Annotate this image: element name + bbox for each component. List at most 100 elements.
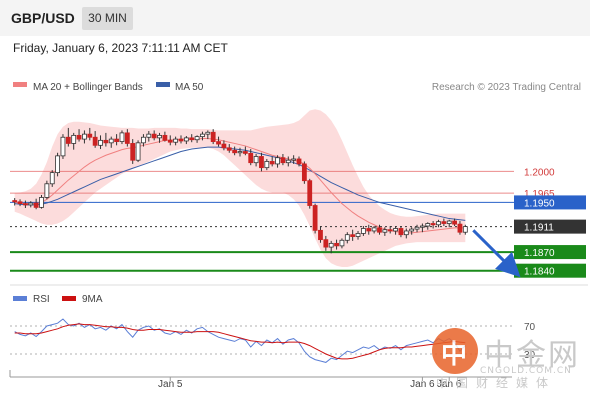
candle (141, 134, 146, 147)
candle (55, 152, 60, 177)
currency-pair-title: GBP/USD (11, 10, 75, 26)
watermark-name: 中金网 (484, 338, 580, 373)
level-box-1.1870 (514, 245, 586, 260)
ma50-legend-label: MA 50 (175, 82, 204, 93)
candle (98, 135, 103, 150)
header-bar: GBP/USD 30 MIN (0, 0, 590, 36)
forecast-arrow (472, 229, 521, 278)
candle (173, 136, 179, 146)
candle (398, 226, 404, 238)
candle (23, 200, 28, 208)
candle (259, 152, 264, 172)
ma20-legend-label: MA 20 + Bollinger Bands (33, 82, 143, 93)
candle (87, 127, 93, 141)
candle (221, 140, 227, 151)
watermark-logo: 中 中金网 CNGOLD.COM.CN 中国财经媒体 (432, 328, 582, 390)
candle (371, 226, 377, 234)
candle (205, 130, 211, 140)
candle (216, 136, 221, 147)
candle (328, 240, 334, 254)
candle (44, 180, 50, 200)
candle (232, 146, 238, 156)
candle (178, 135, 184, 144)
chart-timestamp: Friday, January 6, 2023 7:11:11 AM CET (13, 41, 228, 55)
candle (253, 154, 259, 167)
candle (167, 135, 173, 146)
candle (296, 156, 302, 167)
level-label-1.1950: 1.1950 (524, 198, 555, 209)
candle (334, 239, 339, 250)
candle (103, 132, 109, 147)
rsi-ref-label-70: 70 (524, 322, 536, 333)
candle (425, 222, 431, 230)
candle (269, 156, 275, 167)
candle (403, 228, 409, 239)
candle (60, 134, 66, 159)
candle (226, 144, 232, 153)
candle (17, 199, 23, 207)
candle (382, 227, 388, 236)
candle (318, 226, 323, 243)
candle (114, 134, 120, 146)
candle (430, 221, 436, 229)
candle (360, 226, 366, 236)
candle (108, 136, 114, 148)
candle (242, 146, 248, 156)
candle (49, 170, 55, 187)
candle (135, 140, 141, 163)
candle (339, 238, 345, 249)
rsi-legend-label: RSI (33, 294, 50, 305)
level-label-1.1870: 1.1870 (524, 248, 555, 259)
candle (285, 156, 291, 167)
candle (280, 154, 286, 166)
candle (457, 221, 463, 235)
rsi-legend-swatch (13, 296, 27, 301)
candle (130, 139, 136, 164)
watermark-emblem: 中 (432, 328, 478, 374)
candle (323, 235, 329, 251)
ma50-legend-swatch (156, 82, 170, 87)
x-tick-label: Jan 6 (410, 379, 435, 390)
candle (82, 130, 87, 144)
level-box-1.1840 (514, 263, 586, 278)
ma9-legend-label: 9MA (82, 294, 103, 305)
candle (92, 131, 98, 148)
candle (393, 226, 398, 235)
candle (71, 132, 77, 150)
candle (291, 155, 297, 164)
timeframe-badge[interactable]: 30 MIN (82, 7, 133, 30)
candle (76, 129, 82, 142)
candle (28, 201, 34, 208)
candle (65, 127, 71, 147)
candle (119, 130, 125, 145)
candle (377, 224, 382, 235)
level-label-1.1911: 1.1911 (524, 223, 554, 234)
candle (441, 218, 447, 226)
candle (39, 194, 44, 209)
candle (157, 132, 162, 143)
x-tick-label: Jan 5 (158, 379, 183, 390)
candle (414, 224, 420, 233)
watermark-url: CNGOLD.COM.CN (480, 366, 572, 376)
candle (312, 203, 318, 234)
candle (210, 129, 216, 145)
candle (275, 155, 280, 168)
candle (419, 223, 425, 233)
candle (248, 149, 254, 166)
candle (350, 229, 356, 241)
chart-credit: Research © 2023 Trading Central (432, 82, 581, 93)
level-label-1.1965: 1.1965 (524, 189, 555, 200)
candle (12, 198, 18, 206)
candle (151, 130, 157, 141)
candle (124, 129, 130, 147)
ma20-legend-swatch (13, 82, 27, 87)
candle (237, 147, 243, 157)
candle (264, 158, 270, 171)
candle (462, 224, 468, 235)
level-label-1.2000: 1.2000 (524, 167, 555, 178)
candle (162, 131, 168, 142)
x-tick-label: Jan 6 (437, 379, 462, 390)
rsi-series-9ma (14, 323, 466, 360)
candle (355, 230, 361, 240)
